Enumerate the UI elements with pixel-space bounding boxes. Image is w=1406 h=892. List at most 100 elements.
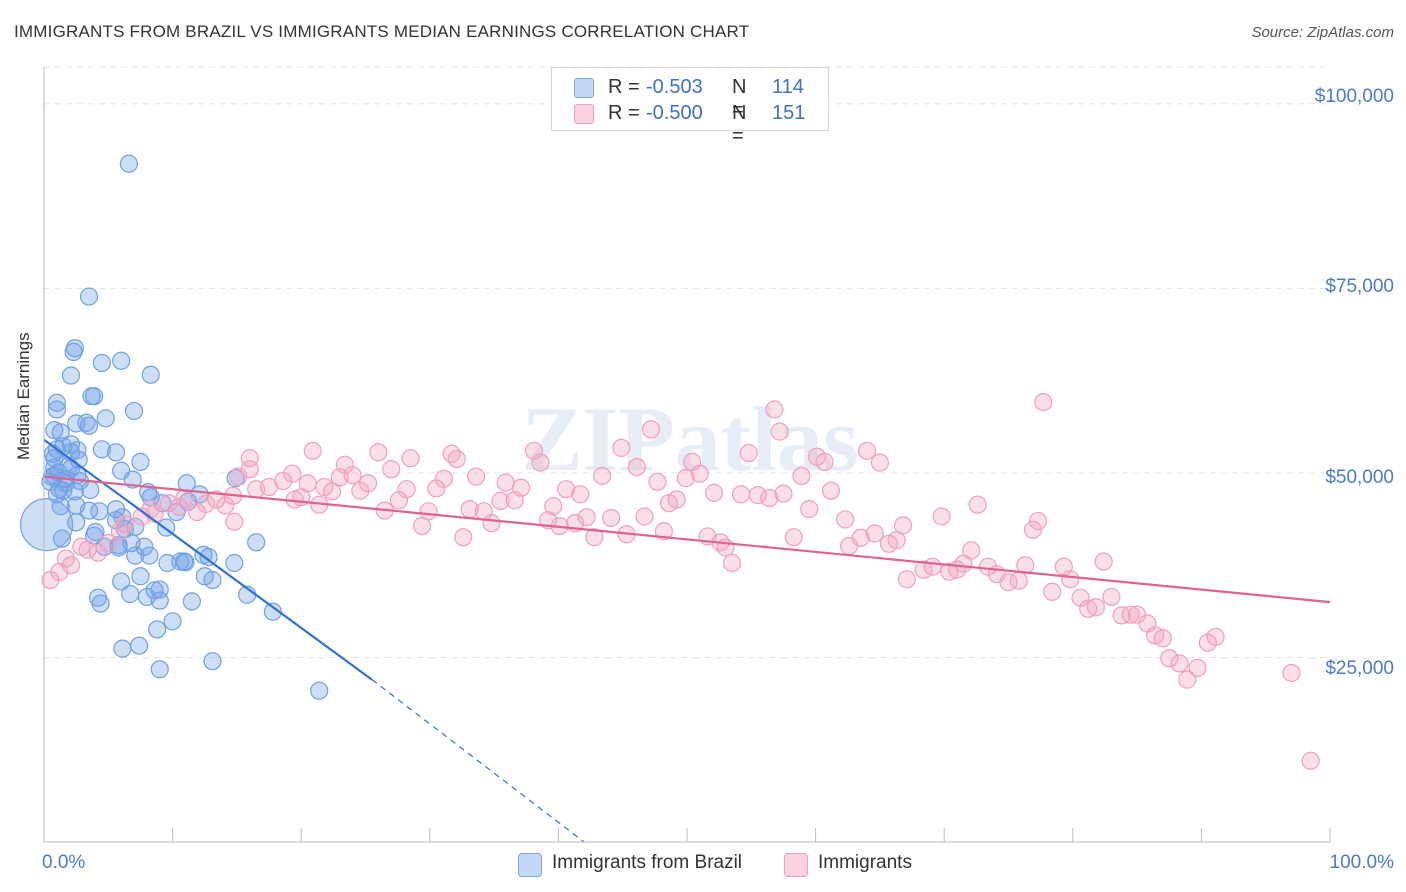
trend-line <box>43 438 373 681</box>
data-point <box>310 681 329 700</box>
y-tick-label: $25,000 <box>1325 658 1394 679</box>
data-point <box>112 572 131 591</box>
data-point <box>182 592 201 611</box>
data-point <box>815 452 834 471</box>
data-point <box>593 466 612 486</box>
data-point <box>496 473 515 492</box>
y-tick-label: $75,000 <box>1325 276 1394 297</box>
data-point <box>585 528 604 547</box>
data-point <box>216 496 235 515</box>
data-point <box>90 502 109 521</box>
legend-swatch-immigrants <box>574 104 594 124</box>
legend-n-value: 114 <box>772 76 804 98</box>
data-point <box>85 387 104 406</box>
data-point <box>731 485 751 504</box>
data-point <box>571 485 590 504</box>
data-point <box>263 602 283 621</box>
bottom-legend-label-immigrants: Immigrants <box>818 852 912 873</box>
data-point <box>865 524 884 543</box>
data-point <box>68 440 87 460</box>
data-point <box>739 443 758 463</box>
legend: R = -0.503 N = 114 R = -0.500 N = 151 <box>551 67 829 147</box>
legend-r-label: R = <box>608 102 640 124</box>
data-point <box>512 478 531 497</box>
watermark: ZIPatlas <box>521 388 858 490</box>
data-point <box>968 495 987 514</box>
data-point <box>99 533 118 553</box>
data-point <box>64 342 83 362</box>
data-point <box>78 540 97 559</box>
data-point <box>466 467 486 486</box>
data-point <box>491 491 510 511</box>
data-point <box>870 453 890 472</box>
data-point <box>722 553 742 573</box>
data-point <box>140 546 159 565</box>
x-tick-label-max: 100.0% <box>1329 852 1394 873</box>
data-point <box>482 514 501 533</box>
trend-line <box>43 475 1331 604</box>
data-point <box>343 466 362 485</box>
data-point <box>1153 629 1172 648</box>
data-point <box>962 541 981 560</box>
bottom-legend-label-brazil: Immigrants from Brazil <box>552 852 743 873</box>
data-point <box>612 438 631 457</box>
data-point <box>382 460 401 479</box>
data-point <box>524 441 544 460</box>
data-point <box>47 393 66 412</box>
data-point <box>240 449 259 468</box>
data-point <box>577 508 596 527</box>
legend-n-value: 151 <box>772 102 806 124</box>
series-brazil <box>19 154 329 700</box>
legend-n-label: N = <box>732 102 747 147</box>
data-point <box>47 400 66 419</box>
data-point <box>106 443 126 462</box>
data-point <box>454 528 473 547</box>
data-point <box>1079 599 1098 618</box>
data-point <box>175 552 194 571</box>
data-point <box>1301 751 1320 770</box>
data-point <box>51 497 70 516</box>
data-point <box>821 481 841 500</box>
data-point <box>369 443 388 462</box>
bottom-legend-swatch-immigrants <box>784 853 808 877</box>
data-point <box>79 416 99 435</box>
data-point <box>627 457 646 477</box>
trend-line-extension <box>371 679 585 843</box>
data-point <box>199 547 218 567</box>
data-point <box>770 422 789 441</box>
data-point <box>203 570 222 590</box>
legend-r-value: -0.503 <box>646 76 703 98</box>
data-point <box>61 366 81 385</box>
data-point <box>923 557 942 576</box>
data-point <box>654 522 673 541</box>
data-point <box>171 552 190 571</box>
data-point <box>851 528 870 548</box>
data-point <box>1028 511 1048 531</box>
data-point <box>150 660 169 679</box>
data-point <box>897 570 917 589</box>
data-point <box>358 474 378 493</box>
data-point <box>150 591 169 610</box>
data-point <box>351 481 370 500</box>
data-point <box>557 480 576 499</box>
data-point <box>19 498 74 552</box>
data-point <box>1061 570 1080 589</box>
y-tick-label: $100,000 <box>1314 86 1394 107</box>
data-point <box>427 479 446 498</box>
data-point <box>130 636 149 655</box>
data-point <box>112 351 131 370</box>
data-point <box>131 567 150 586</box>
data-point <box>1160 649 1179 668</box>
data-point <box>784 528 803 547</box>
data-point <box>893 516 913 535</box>
data-point <box>800 500 819 519</box>
data-point <box>52 529 72 548</box>
data-point <box>51 423 70 442</box>
legend-r-label: R = <box>608 76 640 98</box>
data-point <box>1016 556 1035 575</box>
data-point <box>141 365 160 384</box>
data-point <box>283 464 302 483</box>
data-point <box>124 401 144 421</box>
data-point <box>175 489 194 508</box>
